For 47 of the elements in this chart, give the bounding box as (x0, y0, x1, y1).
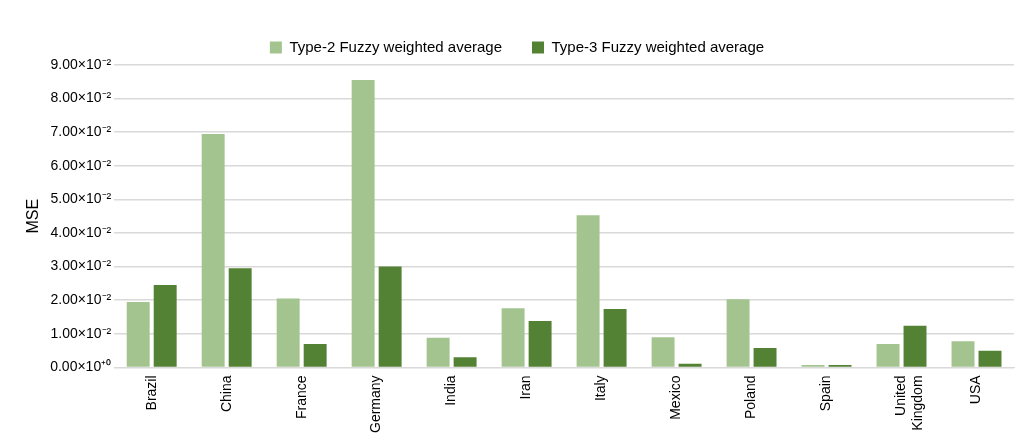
x-tick-label: Italy (592, 375, 609, 402)
bar (228, 268, 252, 367)
bar (201, 133, 225, 367)
x-tick-label: France (292, 375, 309, 420)
y-axis-title: MSE (24, 198, 42, 234)
bar (651, 337, 675, 367)
x-tick-label: India (442, 375, 459, 406)
x-tick-label: Mexico (667, 375, 684, 420)
bar (378, 266, 402, 367)
y-tick-label: 3.00×10⁻² (50, 257, 112, 274)
bar (576, 215, 600, 367)
bar (501, 308, 525, 367)
bar (753, 347, 777, 367)
y-tick-label: 5.00×10⁻² (50, 190, 112, 207)
bar (951, 341, 975, 367)
x-tick-label: Poland (742, 375, 759, 420)
y-tick-label: 9.00×10⁻² (50, 55, 112, 72)
y-tick-label: 8.00×10⁻² (50, 89, 112, 106)
bar (528, 321, 552, 367)
bar (726, 299, 750, 367)
legend-label: Type-3 Fuzzy weighted average (551, 37, 765, 55)
y-tick-label: 1.00×10⁻² (50, 324, 112, 341)
bar (426, 337, 450, 367)
bar (876, 343, 900, 367)
legend-label: Type-2 Fuzzy weighted average (289, 37, 503, 55)
y-tick-label: 4.00×10⁻² (50, 223, 112, 240)
bar (276, 298, 300, 367)
x-tick-label: Brazil (142, 375, 159, 411)
y-tick-label: 0.00×10⁺⁰ (50, 358, 112, 375)
bar (126, 301, 150, 367)
bar (978, 350, 1002, 367)
y-tick-label: 2.00×10⁻² (50, 291, 112, 308)
bar (303, 343, 327, 367)
bar (453, 357, 477, 367)
x-tick-label: United Kingdom (892, 375, 926, 431)
bar (153, 285, 177, 367)
bar (603, 308, 627, 367)
x-tick-label: USA (967, 374, 984, 405)
x-tick-label: China (217, 375, 234, 413)
bar (678, 363, 702, 367)
bar (351, 80, 375, 367)
x-tick-label: Germany (367, 375, 384, 434)
y-tick-label: 6.00×10⁻² (50, 156, 112, 173)
y-tick-label: 7.00×10⁻² (50, 123, 112, 140)
bar (903, 325, 927, 367)
x-tick-label: Iran (517, 375, 534, 400)
x-tick-label: Spain (817, 375, 834, 412)
